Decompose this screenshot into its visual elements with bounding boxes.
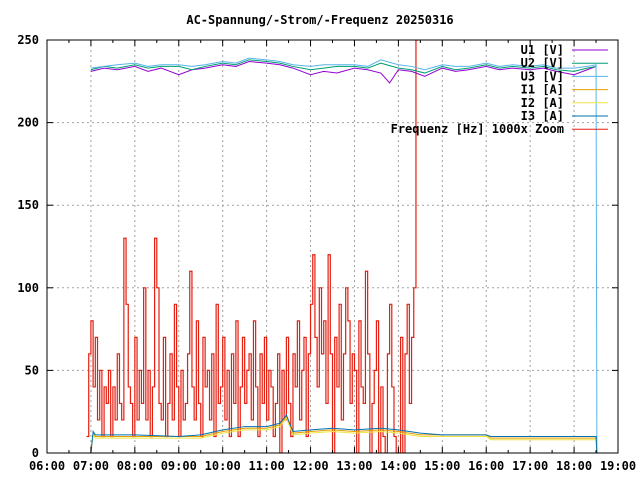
legend-label: Frequenz [Hz] 1000x Zoom <box>391 122 564 136</box>
y-tick-label: 100 <box>17 281 39 295</box>
y-tick-label: 150 <box>17 198 39 212</box>
legend-label: U1 [V] <box>521 43 564 57</box>
series-line-4 <box>90 417 598 453</box>
x-tick-label: 07:00 <box>73 459 109 473</box>
x-tick-label: 14:00 <box>380 459 416 473</box>
x-tick-label: 08:00 <box>117 459 153 473</box>
series-line-2 <box>90 57 598 453</box>
legend-label: U3 [V] <box>521 69 564 83</box>
x-tick-label: 15:00 <box>424 459 460 473</box>
y-tick-label: 0 <box>32 446 39 460</box>
x-tick-label: 18:00 <box>556 459 592 473</box>
y-tick-label: 200 <box>17 116 39 130</box>
y-tick-label: 50 <box>25 363 39 377</box>
x-tick-label: 11:00 <box>249 459 285 473</box>
series-line-3 <box>90 415 598 453</box>
x-tick-label: 13:00 <box>336 459 372 473</box>
x-tick-label: 16:00 <box>468 459 504 473</box>
series-lines <box>86 40 598 453</box>
x-tick-label: 19:00 <box>600 459 636 473</box>
legend-label: I2 [A] <box>521 96 564 110</box>
x-tick-label: 12:00 <box>292 459 328 473</box>
legend-label: I3 [A] <box>521 109 564 123</box>
x-tick-label: 06:00 <box>29 459 65 473</box>
series-line-5 <box>90 414 598 453</box>
x-tick-label: 09:00 <box>161 459 197 473</box>
legend: U1 [V]U2 [V]U3 [V]I1 [A]I2 [A]I3 [A]Freq… <box>391 43 608 136</box>
x-tick-label: 10:00 <box>205 459 241 473</box>
axis-ticks: 0 50 100 150 200 250 06:00 07:00 08:00 09:00 10:00… <box>17 33 636 473</box>
y-tick-label: 250 <box>17 33 39 47</box>
series-line-1 <box>90 59 597 74</box>
legend-label: U2 [V] <box>521 56 564 70</box>
chart-title: AC-Spannung/-Strom/-Frequenz 20250316 <box>186 13 453 27</box>
series-line-6 <box>86 40 419 453</box>
grid <box>47 40 618 453</box>
series-line-0 <box>90 60 597 84</box>
x-tick-label: 17:00 <box>512 459 548 473</box>
legend-label: I1 [A] <box>521 83 564 97</box>
